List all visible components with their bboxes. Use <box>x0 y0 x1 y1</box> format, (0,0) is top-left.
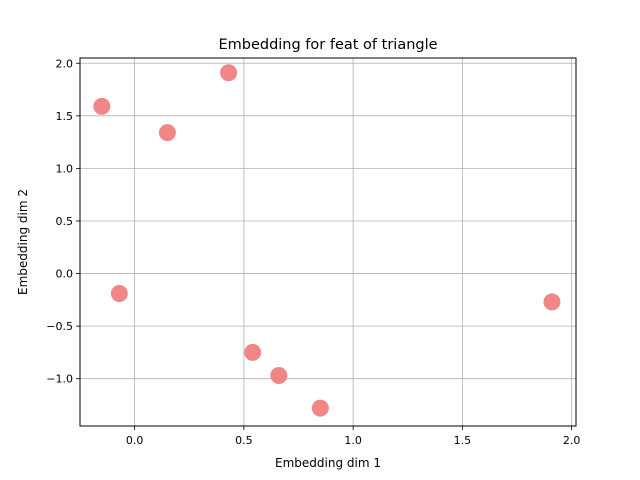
y-axis-label: Embedding dim 2 <box>16 189 30 295</box>
scatter-point <box>270 367 288 385</box>
y-tick-label: −1.0 <box>46 373 73 386</box>
y-tick-label: 1.5 <box>56 110 74 123</box>
scatter-point <box>543 293 561 311</box>
x-tick-label: 0.0 <box>126 434 144 447</box>
y-tick-label: 0.0 <box>56 268 74 281</box>
scatter-point <box>220 64 238 82</box>
y-tick-label: −0.5 <box>46 320 73 333</box>
x-tick-label: 1.5 <box>454 434 472 447</box>
y-tick-label: 2.0 <box>56 57 74 70</box>
y-tick-label: 0.5 <box>56 215 74 228</box>
x-axis-label: Embedding dim 1 <box>275 456 381 470</box>
scatter-point <box>311 399 329 417</box>
x-axis-ticks: 0.0 0.5 1.0 1.5 2.0 <box>126 426 581 447</box>
x-tick-label: 0.5 <box>235 434 253 447</box>
chart-title: Embedding for feat of triangle <box>218 37 437 53</box>
plot-frame <box>79 57 577 427</box>
y-axis-ticks: −1.0 −0.5 0.0 0.5 1.0 1.5 2.0 <box>46 57 80 386</box>
scatter-point <box>110 285 128 303</box>
scatter-point <box>158 124 176 142</box>
points-layer <box>93 64 561 417</box>
y-tick-label: 1.0 <box>56 162 74 175</box>
x-tick-label: 2.0 <box>563 434 581 447</box>
scatter-point <box>93 97 111 115</box>
scatter-point <box>244 343 262 361</box>
x-tick-label: 1.0 <box>344 434 362 447</box>
grid <box>80 58 576 426</box>
